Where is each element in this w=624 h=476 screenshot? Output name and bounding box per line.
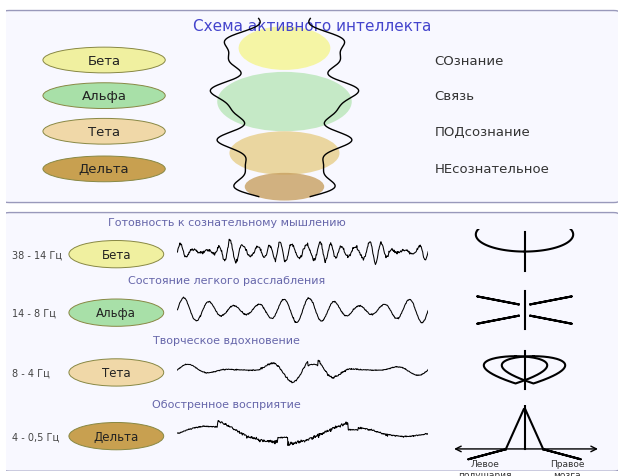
Ellipse shape xyxy=(69,359,163,387)
Text: Бета: Бета xyxy=(102,248,131,261)
Text: Состояние легкого расслабления: Состояние легкого расслабления xyxy=(128,276,325,286)
Ellipse shape xyxy=(230,132,339,176)
Text: Дельта: Дельта xyxy=(94,430,139,443)
Ellipse shape xyxy=(245,173,324,201)
Ellipse shape xyxy=(69,299,163,327)
Text: 8 - 4 Гц: 8 - 4 Гц xyxy=(12,367,50,377)
Text: 4 - 0,5 Гц: 4 - 0,5 Гц xyxy=(12,431,60,441)
Text: Альфа: Альфа xyxy=(96,307,136,319)
Text: Дельта: Дельта xyxy=(79,163,129,176)
Text: Бета: Бета xyxy=(87,54,120,68)
Ellipse shape xyxy=(43,119,165,145)
Text: Обостренное восприятие: Обостренное восприятие xyxy=(152,399,301,409)
Text: НЕсознательное: НЕсознательное xyxy=(434,163,549,176)
FancyBboxPatch shape xyxy=(3,213,620,471)
Text: Альфа: Альфа xyxy=(82,90,127,103)
FancyBboxPatch shape xyxy=(3,11,620,203)
Text: 38 - 14 Гц: 38 - 14 Гц xyxy=(12,249,62,259)
Ellipse shape xyxy=(43,157,165,182)
Text: Правое
мозга: Правое мозга xyxy=(550,459,585,476)
Text: СОзнание: СОзнание xyxy=(434,54,504,68)
Text: Схема активного интеллекта: Схема активного интеллекта xyxy=(193,20,431,34)
Text: Левое
полушария: Левое полушария xyxy=(458,459,512,476)
Ellipse shape xyxy=(69,423,163,450)
Text: Готовность к сознательному мышлению: Готовность к сознательному мышлению xyxy=(107,218,345,228)
Text: 14 - 8 Гц: 14 - 8 Гц xyxy=(12,308,56,318)
Ellipse shape xyxy=(43,48,165,74)
Ellipse shape xyxy=(43,84,165,109)
Ellipse shape xyxy=(217,73,352,132)
Text: Связь: Связь xyxy=(434,90,474,103)
Ellipse shape xyxy=(69,241,163,268)
Text: ПОДсознание: ПОДсознание xyxy=(434,126,530,139)
Text: Тета: Тета xyxy=(88,126,120,139)
Ellipse shape xyxy=(238,27,330,71)
Text: Творческое вдохновение: Творческое вдохновение xyxy=(153,336,300,346)
Text: Тета: Тета xyxy=(102,366,130,379)
